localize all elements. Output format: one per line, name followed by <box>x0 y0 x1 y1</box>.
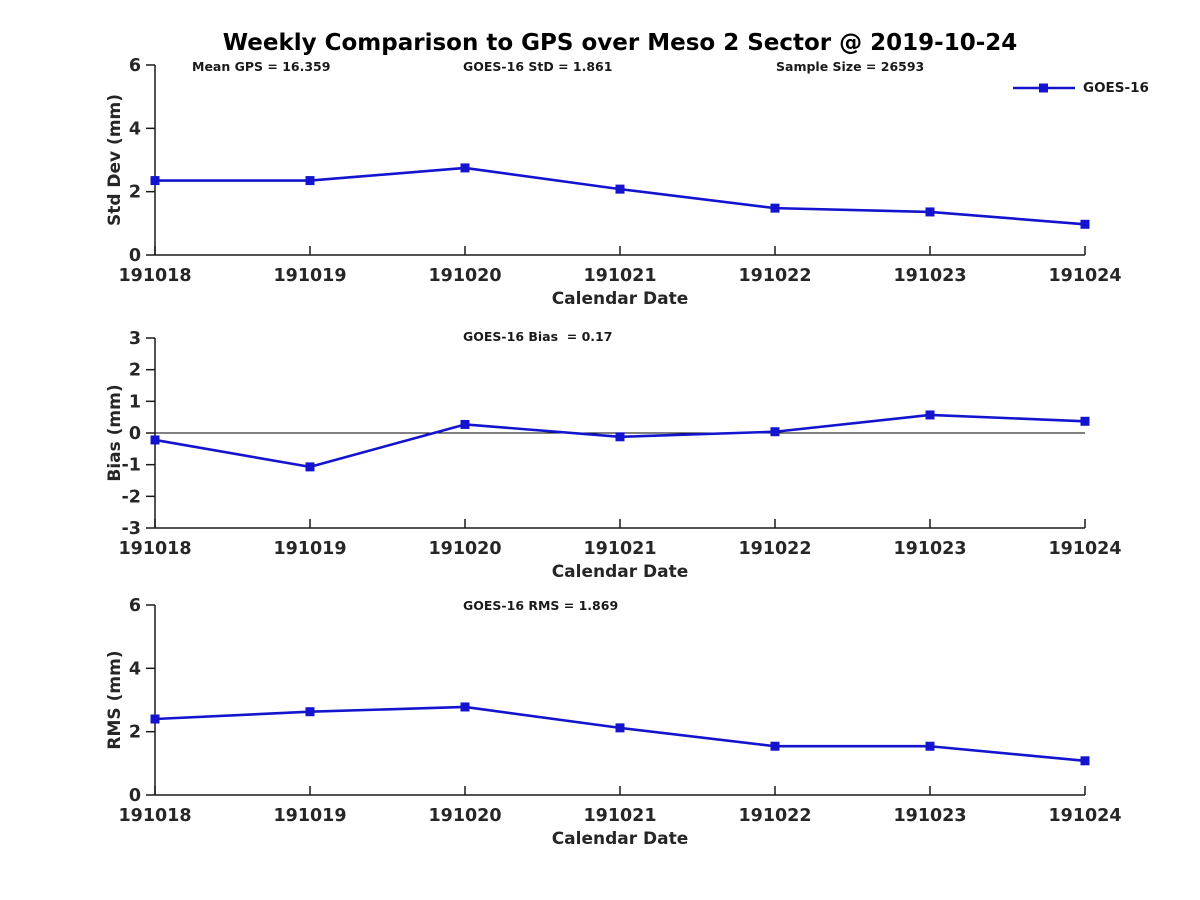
y-axis-label: Bias (mm) <box>105 384 125 481</box>
x-tick-label: 191020 <box>428 539 501 559</box>
y-tick-label: 2 <box>129 183 141 203</box>
x-tick-label: 191023 <box>893 266 966 286</box>
data-point-marker <box>925 207 935 217</box>
x-tick-label: 191023 <box>893 539 966 559</box>
data-point-marker <box>615 184 625 194</box>
y-tick-label: 4 <box>129 119 141 139</box>
x-axis-label: Calendar Date <box>552 562 689 582</box>
x-axis-label: Calendar Date <box>552 829 689 849</box>
data-point-marker <box>460 702 470 712</box>
y-tick-label: 2 <box>129 723 141 743</box>
data-point-marker <box>305 462 315 472</box>
data-point-marker <box>150 176 160 186</box>
x-tick-label: 191020 <box>428 806 501 826</box>
annotation-mean-gps: Mean GPS = 16.359 <box>192 59 331 74</box>
y-tick-label: 0 <box>129 246 141 266</box>
data-point-marker <box>1080 756 1090 766</box>
y-tick-label: -3 <box>122 519 141 539</box>
data-point-marker <box>925 410 935 420</box>
data-point-marker <box>1080 219 1090 229</box>
x-tick-label: 191019 <box>273 539 346 559</box>
series-line-goes-16 <box>155 166 1086 226</box>
data-point-marker <box>305 176 315 186</box>
y-axis-label: RMS (mm) <box>105 650 125 749</box>
y-tick-label: 0 <box>129 786 141 806</box>
x-tick-label: 191021 <box>583 539 656 559</box>
y-tick-label: 3 <box>129 329 141 349</box>
x-tick-label: 191022 <box>738 539 811 559</box>
x-tick-label: 191018 <box>118 806 191 826</box>
y-tick-label: 4 <box>129 659 141 679</box>
data-point-marker <box>615 432 625 442</box>
x-tick-label: 191021 <box>583 806 656 826</box>
data-point-marker <box>460 163 470 173</box>
data-point-marker <box>770 203 780 213</box>
annotation-sample-size: Sample Size = 26593 <box>776 59 925 74</box>
data-point-marker <box>460 419 470 429</box>
x-tick-label: 191024 <box>1048 539 1121 559</box>
x-tick-label: 191021 <box>583 266 656 286</box>
data-point-marker <box>615 723 625 733</box>
data-point-marker <box>770 427 780 437</box>
y-tick-label: 6 <box>129 56 141 76</box>
data-point-marker <box>150 714 160 724</box>
x-tick-label: 191018 <box>118 539 191 559</box>
y-tick-label: -1 <box>122 456 141 476</box>
x-tick-label: 191019 <box>273 266 346 286</box>
legend: GOES-16 <box>1013 80 1149 96</box>
data-point-marker <box>150 435 160 445</box>
annotation-goes16-std: GOES-16 StD = 1.861 <box>463 59 613 74</box>
x-tick-label: 191019 <box>273 806 346 826</box>
y-tick-label: 6 <box>129 596 141 616</box>
data-point-marker <box>305 707 315 717</box>
y-axis-label: Std Dev (mm) <box>105 94 125 226</box>
y-tick-label: 1 <box>129 392 141 412</box>
data-point-marker <box>1080 416 1090 426</box>
legend-line-marker-icon <box>1013 83 1075 93</box>
annotation-goes16-rms: GOES-16 RMS = 1.869 <box>463 598 619 613</box>
y-tick-label: 0 <box>129 424 141 444</box>
x-tick-label: 191023 <box>893 806 966 826</box>
data-point-marker <box>925 741 935 751</box>
data-point-marker <box>770 741 780 751</box>
series-line-goes-16 <box>154 705 1086 763</box>
x-tick-label: 191022 <box>738 266 811 286</box>
y-tick-label: -2 <box>122 487 141 507</box>
legend-label: GOES-16 <box>1083 80 1149 96</box>
figure-title: Weekly Comparison to GPS over Meso 2 Sec… <box>222 30 1018 56</box>
x-tick-label: 191022 <box>738 806 811 826</box>
annotation-goes16-bias: GOES-16 Bias = 0.17 <box>463 329 613 344</box>
x-tick-label: 191018 <box>118 266 191 286</box>
x-tick-label: 191024 <box>1048 266 1121 286</box>
x-tick-label: 191024 <box>1048 806 1121 826</box>
y-tick-label: 2 <box>129 361 141 381</box>
x-axis-label: Calendar Date <box>552 289 689 309</box>
x-tick-label: 191020 <box>428 266 501 286</box>
